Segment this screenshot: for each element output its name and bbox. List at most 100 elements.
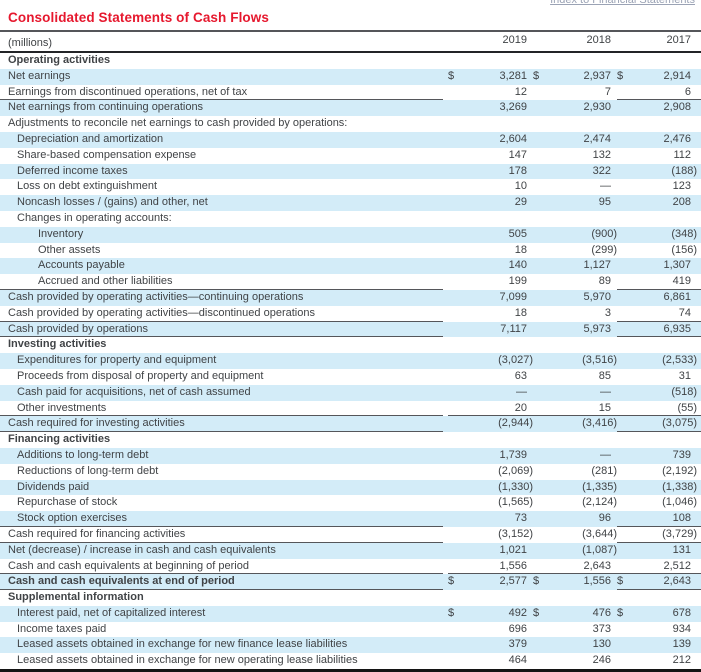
- index-link-clip: Index to Financial Statements: [550, 0, 695, 7]
- cell-value: (518): [671, 385, 697, 398]
- row-label: Stock option exercises: [0, 511, 443, 527]
- dollar-sign: [448, 369, 461, 385]
- dollar-sign: [617, 85, 630, 100]
- row-label: Accounts payable: [38, 259, 125, 272]
- dollar-sign: [448, 148, 461, 164]
- year-column-cell: (2,124): [533, 495, 617, 511]
- cell-value: (1,335): [582, 480, 617, 493]
- dollar-sign: [617, 559, 630, 574]
- cell-value: 15: [598, 401, 611, 414]
- dollar-sign: [617, 290, 630, 306]
- cell-value: 132: [592, 148, 611, 161]
- year-column-cell: 212: [617, 653, 701, 669]
- cell-value: 18: [514, 243, 527, 256]
- year-column-cell: 140: [448, 258, 533, 274]
- year-column-cell: 739: [617, 448, 701, 464]
- cell-value: 212: [672, 654, 691, 667]
- row-label: Dividends paid: [17, 480, 90, 493]
- dollar-sign: [617, 100, 630, 116]
- table-row: Reductions of long-term debt (2,069) (281)…: [0, 464, 701, 480]
- dollar-sign: [533, 622, 546, 638]
- row-label: Cash and cash equivalents at beginning o…: [0, 559, 443, 575]
- dollar-sign: [448, 243, 461, 259]
- dollar-sign: [617, 195, 630, 211]
- cell-value: 5,973: [583, 322, 611, 335]
- dollar-sign: [533, 132, 546, 148]
- dollar-sign: [448, 132, 461, 148]
- year-column-cell: 2,512: [617, 559, 701, 575]
- dollar-sign: $: [617, 575, 624, 588]
- cell-value: (1,046): [662, 496, 697, 509]
- cell-value: 73: [514, 512, 527, 525]
- cell-value: 31: [678, 369, 691, 382]
- cell-value: 246: [592, 654, 611, 667]
- dollar-sign: [533, 653, 546, 669]
- index-to-financial-statements-link[interactable]: Index to Financial Statements: [550, 0, 695, 6]
- table-row: Deferred income taxes 178 322 (188): [0, 163, 701, 180]
- table-row: Adjustments to reconcile net earnings to…: [0, 116, 701, 132]
- table-row: Cash provided by operating activities—di…: [0, 306, 701, 322]
- dollar-sign: [448, 385, 461, 401]
- table-row: Inventory 505 (900) (348): [0, 226, 701, 243]
- year-column-cell: 132: [533, 148, 617, 164]
- cell-value: 140: [508, 259, 527, 272]
- cell-value: 89: [598, 275, 611, 288]
- year-column-cell: 6,935: [617, 322, 701, 338]
- year-column-cell: 6: [617, 85, 701, 101]
- year-column-cell: 7: [533, 85, 617, 101]
- cell-value: 476: [592, 606, 611, 619]
- row-label: Reductions of long-term debt: [17, 464, 159, 477]
- section-label: Financing activities: [8, 433, 111, 446]
- dollar-sign: [617, 148, 630, 164]
- dollar-sign: [448, 164, 461, 180]
- year-column-cell: 2,908: [617, 100, 701, 116]
- cell-value: 2,908: [663, 101, 691, 114]
- row-label: Cash provided by operating activities—di…: [0, 306, 443, 322]
- year-column-cell: (348): [617, 227, 701, 243]
- cell-value: 1,021: [499, 543, 527, 556]
- year-column-cell: $2,937: [533, 69, 617, 85]
- year-column-cell: (2,069): [448, 464, 533, 480]
- row-label: Leased assets obtained in exchange for n…: [17, 654, 358, 667]
- row-label: Other investments: [0, 401, 443, 417]
- cell-value: 178: [508, 164, 527, 177]
- cell-value: (188): [671, 164, 697, 177]
- year-column-cell: $476: [533, 606, 617, 622]
- year-column-cell: 73: [448, 511, 533, 527]
- dollar-sign: [533, 164, 546, 180]
- dollar-sign: [533, 148, 546, 164]
- year-column-cell: 139: [617, 637, 701, 653]
- year-column-cell: 1,127: [533, 258, 617, 274]
- dollar-sign: [448, 353, 461, 369]
- table-row: Cash and cash equivalents at beginning o…: [0, 559, 701, 575]
- cell-value: —: [600, 180, 611, 193]
- cell-value: (3,075): [662, 417, 697, 430]
- row-label: Cash and cash equivalents at end of peri…: [0, 574, 443, 591]
- row-label: Cash required for financing activities: [0, 527, 443, 543]
- year-column-cell: 3,269: [448, 100, 533, 116]
- dollar-sign: [448, 227, 461, 243]
- table-row: Interest paid, net of capitalized intere…: [0, 605, 701, 622]
- year-column-cell: [533, 590, 617, 606]
- dollar-sign: [533, 306, 546, 322]
- row-label: Proceeds from disposal of property and e…: [17, 369, 264, 382]
- table-row: Earnings from discontinued operations, n…: [0, 85, 701, 101]
- cell-value: 2,474: [583, 132, 611, 145]
- dollar-sign: [617, 306, 630, 321]
- cell-value: 492: [508, 606, 527, 619]
- year-column-cell: 505: [448, 227, 533, 243]
- dollar-sign: [617, 385, 630, 401]
- row-label: Earnings from discontinued operations, n…: [0, 85, 443, 101]
- cell-value: 20: [514, 401, 527, 414]
- dollar-sign: [448, 448, 461, 464]
- row-label: Net earnings: [8, 69, 71, 82]
- cell-value: (2,944): [498, 417, 533, 430]
- year-column-cell: 1,556: [448, 559, 533, 575]
- year-column-cell: [617, 53, 701, 69]
- dollar-sign: [533, 322, 546, 338]
- section-header-row: Operating activities: [0, 53, 701, 69]
- dollar-sign: [617, 274, 630, 289]
- row-label: Adjustments to reconcile net earnings to…: [8, 117, 348, 130]
- cell-value: 505: [508, 227, 527, 240]
- dollar-sign: $: [533, 575, 540, 588]
